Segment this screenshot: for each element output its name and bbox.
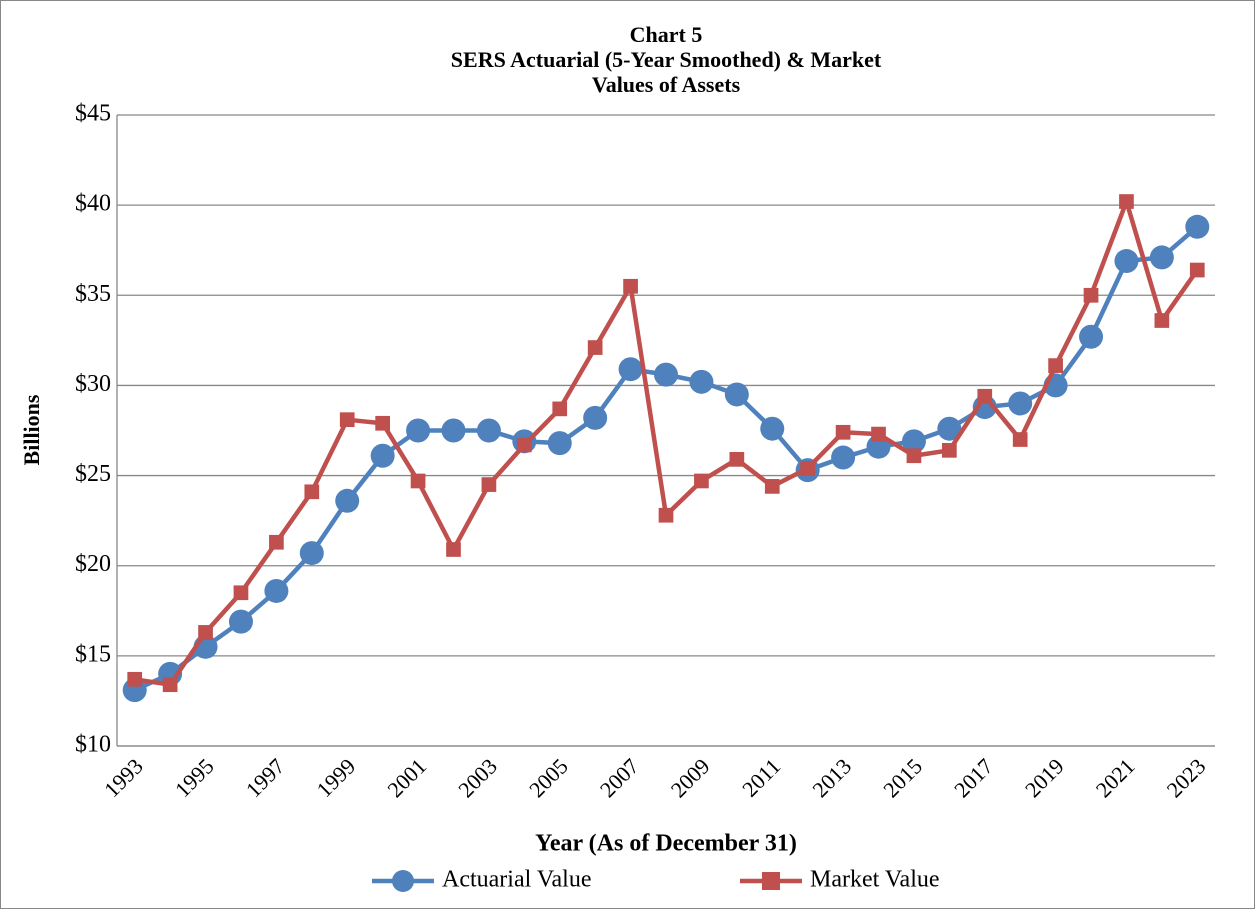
data-point [441,418,466,443]
data-point [901,429,926,454]
data-point [729,451,745,467]
y-tick-label: $25 [75,461,111,487]
chart-title: Values of Assets [592,72,741,97]
data-point [233,585,249,601]
data-point [1008,391,1033,416]
data-point [1149,245,1174,270]
data-point [694,473,709,489]
data-point [835,424,851,440]
data-point [516,437,532,453]
legend-label: Actuarial Value [442,867,592,893]
data-point [618,357,643,382]
data-point [654,362,678,387]
x-axis-label: Year (As of December 31) [535,831,797,857]
data-point [304,484,320,500]
data-point [228,609,253,634]
data-point [127,671,143,687]
data-point [831,445,856,470]
data-point [375,415,390,431]
chart-title: SERS Actuarial (5-Year Smoothed) & Marke… [451,47,882,72]
data-point [162,677,178,693]
data-point [476,418,501,443]
data-point [764,479,780,494]
data-point [269,534,284,550]
data-point [800,461,816,476]
y-tick-label: $30 [75,371,111,397]
legend-marker [762,872,780,890]
data-point [689,369,714,394]
data-point [724,382,749,407]
data-point [339,412,355,428]
data-point [1079,324,1104,349]
data-point [552,401,568,417]
data-point [906,448,922,464]
legend-marker [392,870,414,892]
data-point [871,426,886,442]
data-point [1189,262,1205,278]
y-tick-label: $20 [75,551,111,577]
y-tick-label: $10 [75,732,111,758]
y-axis-label: Billions [19,394,44,465]
data-point [547,431,572,456]
chart-title: Chart 5 [630,22,703,47]
data-point [264,578,289,603]
data-point [658,507,674,523]
data-point [446,542,461,557]
data-point [623,278,638,294]
data-point [937,416,962,441]
y-tick-label: $45 [75,101,111,127]
data-point [583,405,608,430]
data-point [1114,249,1139,274]
data-point [299,541,324,566]
data-point [406,418,431,443]
data-point [1048,358,1063,373]
data-point [481,477,497,492]
y-tick-label: $40 [75,191,111,217]
data-point [370,443,395,468]
legend-label: Market Value [810,867,940,893]
data-point [977,388,993,404]
data-point [942,442,957,458]
y-tick-label: $35 [75,281,111,307]
data-point [1185,214,1210,239]
data-point [1083,287,1099,303]
data-point [587,340,603,355]
y-tick-label: $15 [75,641,111,667]
data-point [410,473,426,489]
data-point [1154,313,1170,328]
data-point [335,488,360,513]
data-point [198,625,213,640]
data-point [760,416,785,441]
data-point [1012,432,1028,447]
data-point [1119,194,1134,209]
